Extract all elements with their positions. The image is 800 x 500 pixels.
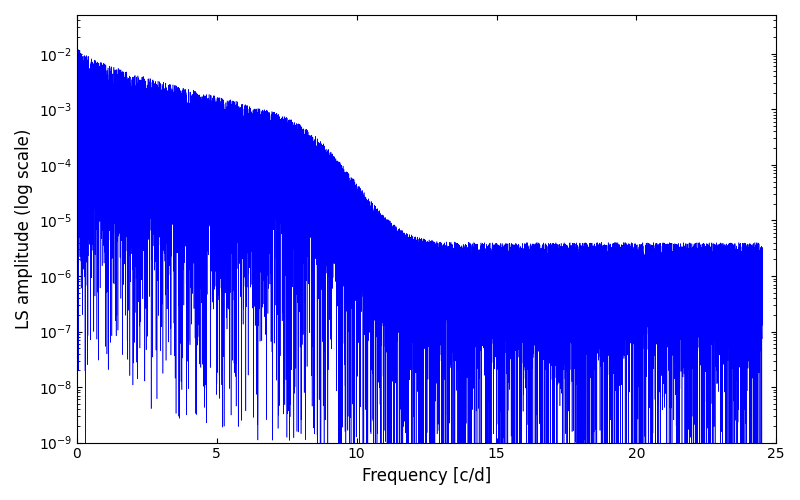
X-axis label: Frequency [c/d]: Frequency [c/d] [362,467,491,485]
Y-axis label: LS amplitude (log scale): LS amplitude (log scale) [15,128,33,329]
